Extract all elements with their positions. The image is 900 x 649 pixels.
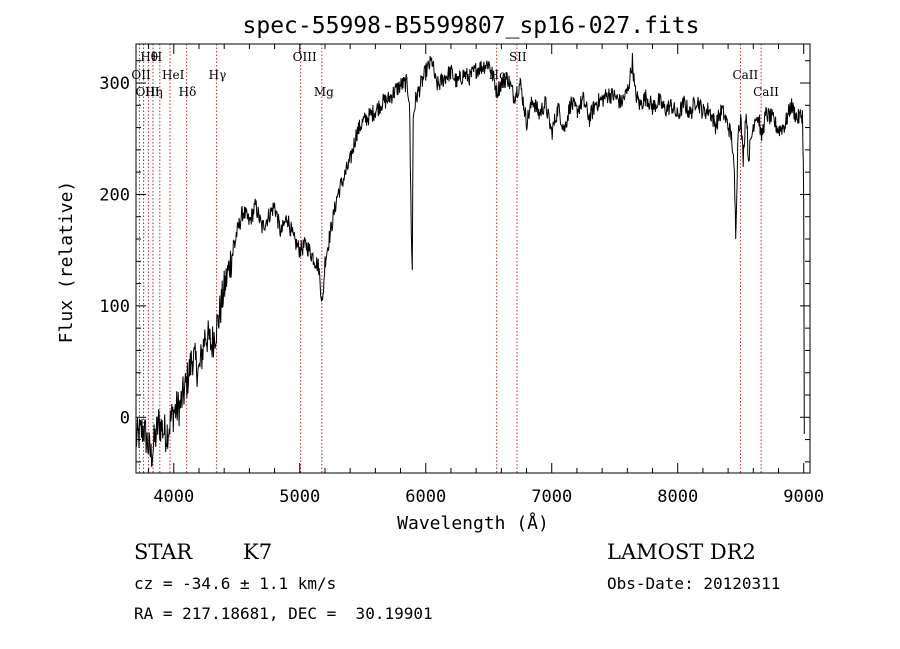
line-label-5: OIII (136, 85, 160, 99)
x-tick-label: 6000 (405, 487, 446, 507)
plot-frame (135, 43, 811, 474)
object-subclass: K7 (243, 540, 273, 564)
line-label-7: Hδ (179, 85, 197, 99)
y-tick-label: 0 (120, 408, 130, 428)
x-axis-label: Wavelength (Å) (397, 512, 549, 534)
y-tick-label: 100 (99, 297, 130, 317)
x-tick-label: 5000 (279, 487, 320, 507)
object-class: STAR (134, 540, 193, 564)
axis-tick-labels: 4000 5000 6000 7000 8000 9000 0 100 200 300 (99, 74, 824, 507)
spectral-line-markers (138, 44, 762, 473)
x-tick-label: 9000 (783, 487, 824, 507)
line-label-8: OIII (293, 50, 317, 64)
line-label-6: Hη (145, 85, 163, 99)
line-label-12: CaII (732, 68, 758, 82)
y-tick-label: 300 (99, 74, 130, 94)
line-label-0: Hθ (140, 50, 158, 64)
x-tick-label: 7000 (531, 487, 572, 507)
chart-title: spec-55998-B5599807_sp16-027.fits (243, 13, 700, 39)
axis-ticks (136, 44, 810, 473)
x-tick-label: 4000 (153, 487, 194, 507)
redshift-cz: cz = -34.6 ± 1.1 km/s (134, 574, 337, 593)
line-label-3: HeI (162, 68, 185, 82)
x-tick-label: 8000 (657, 487, 698, 507)
line-label-13: CaII (753, 85, 779, 99)
y-tick-label: 200 (99, 185, 130, 205)
line-label-9: Mg (314, 85, 334, 99)
y-axis-label: Flux (relative) (56, 181, 77, 344)
survey-name: LAMOST DR2 (607, 540, 756, 564)
observation-date: Obs-Date: 20120311 (607, 574, 781, 593)
line-label-2: OII (131, 68, 151, 82)
line-label-1: H (152, 50, 162, 64)
line-label-4: Hγ (209, 68, 227, 82)
line-label-11: SII (509, 50, 527, 64)
coordinates: RA = 217.18681, DEC = 30.19901 (134, 604, 433, 623)
spectrum-series-line (136, 52, 805, 468)
